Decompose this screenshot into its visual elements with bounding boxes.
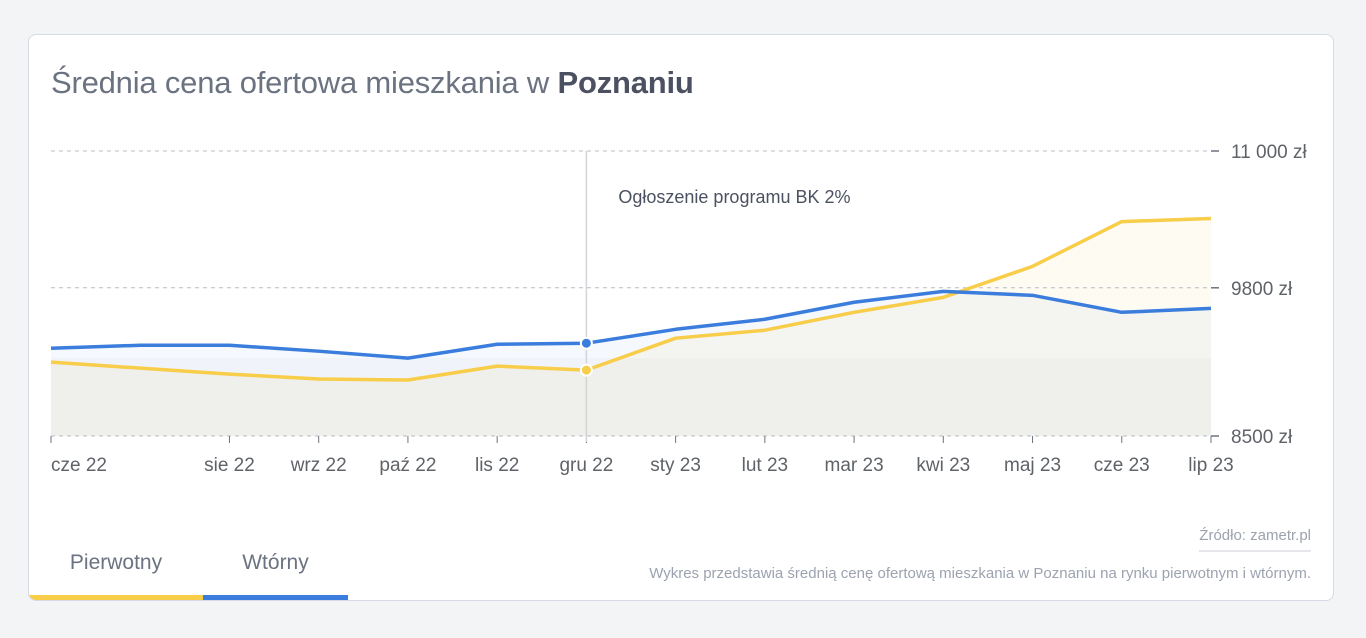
x-tick-label: gru 22 [559, 455, 613, 476]
x-tick-label: kwi 23 [916, 455, 970, 476]
line-wtorny [50, 289, 1212, 360]
y-tick-label: 9800 zł [1231, 279, 1293, 300]
y-tick-label: 11 000 zł [1231, 142, 1307, 163]
x-tick-label: cze 22 [51, 455, 107, 476]
x-tick-label: sty 23 [650, 455, 701, 476]
tab-pierwotny[interactable]: Pierwotny [29, 543, 203, 600]
chart-title: Średnia cena ofertowa mieszkania w Pozna… [51, 65, 694, 101]
line-pierwotny [50, 216, 1212, 382]
x-tick-label: wrz 22 [290, 455, 347, 476]
tab-wtorny-label: Wtórny [242, 551, 309, 574]
tab-wtorny-indicator [203, 595, 348, 600]
source-link[interactable]: Źródło: zametr.pl [1199, 527, 1311, 552]
y-tick-label: 8500 zł [1231, 427, 1293, 448]
x-tick-label: maj 23 [1004, 455, 1061, 476]
x-tick-label: lut 23 [742, 455, 788, 476]
point-wtorny[interactable] [579, 336, 593, 350]
x-tick-label: mar 23 [825, 455, 884, 476]
annotation-label: Ogłoszenie programu BK 2% [618, 187, 850, 207]
area-pierwotny [51, 218, 1211, 436]
chart-card: Średnia cena ofertowa mieszkania w Pozna… [28, 34, 1334, 601]
tab-pierwotny-indicator [29, 595, 203, 600]
tab-pierwotny-label: Pierwotny [69, 551, 163, 574]
x-tick-label: lip 23 [1188, 455, 1233, 476]
chart-title-city: Poznaniu [557, 65, 694, 100]
tab-wtorny[interactable]: Wtórny [203, 543, 348, 600]
x-tick-label: sie 22 [204, 455, 255, 476]
point-pierwotny[interactable] [579, 363, 593, 377]
x-tick-label: paź 22 [379, 455, 436, 476]
x-tick-label: cze 23 [1094, 455, 1150, 476]
area-base [51, 358, 1211, 436]
area-wtorny [51, 291, 1211, 436]
series-tabs: Pierwotny Wtórny [29, 543, 348, 600]
chart-title-prefix: Średnia cena ofertowa mieszkania w [51, 65, 558, 100]
line-chart: 11 000 zł 9800 zł 8500 zł cze 22 sie 22 wrz 2… [50, 142, 1307, 476]
chart-description: Wykres przedstawia średnią cenę ofertową… [649, 565, 1311, 582]
x-tick-label: lis 22 [475, 455, 519, 476]
